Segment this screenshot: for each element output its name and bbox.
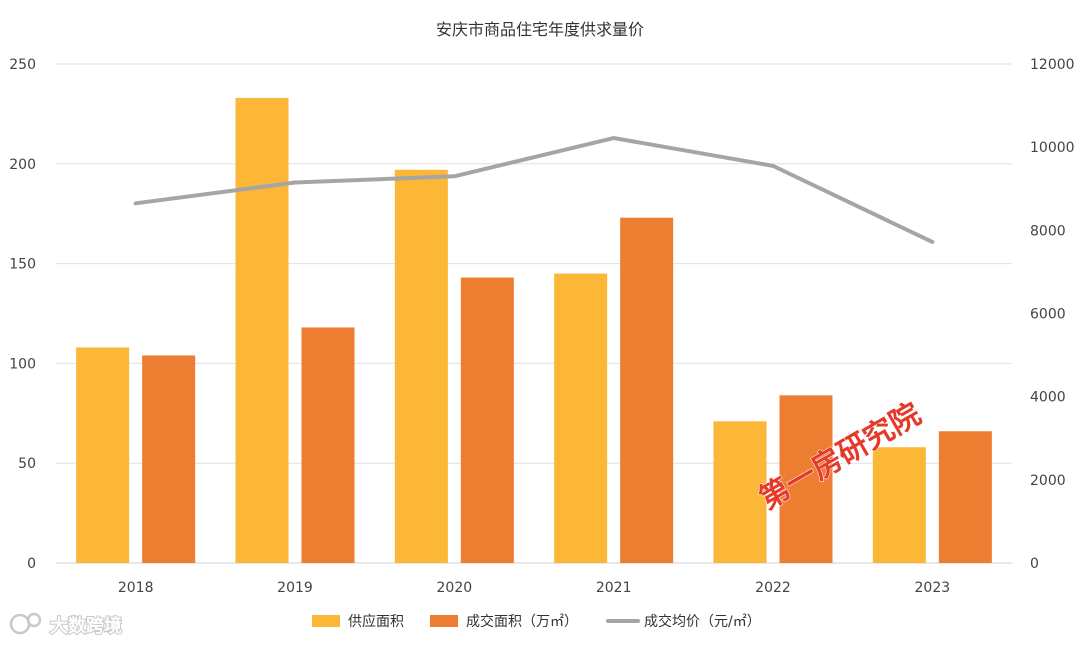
legend: 供应面积 成交面积（万㎡） 成交均价（元/㎡）	[312, 613, 761, 630]
y-right-tick-label: 6000	[1030, 307, 1066, 323]
bar-supply	[872, 447, 926, 563]
legend-label: 成交面积（万㎡）	[466, 613, 578, 630]
bar-supply	[713, 421, 767, 563]
bar-supply	[76, 347, 130, 563]
y-left-tick-label: 50	[18, 456, 36, 472]
x-axis: 2018 2019 2020 2021 2022 2023	[118, 580, 950, 596]
bar-transaction	[620, 217, 674, 563]
legend-swatch	[430, 615, 458, 627]
price-series-line	[133, 136, 935, 244]
y-right-tick-label: 4000	[1030, 390, 1066, 406]
y-axis-left: 0 50 100 150 200 250	[9, 57, 36, 572]
gridlines	[56, 63, 1012, 564]
x-tick-label: 2022	[755, 580, 791, 596]
bars	[76, 97, 992, 563]
y-left-tick-label: 250	[9, 57, 36, 73]
bar-supply	[235, 97, 289, 563]
logo: 大数跨境	[9, 612, 123, 638]
legend-label: 成交均价（元/㎡）	[644, 613, 761, 630]
y-axis-right: 0 2000 4000 6000 8000 10000 12000	[1030, 57, 1075, 572]
x-tick-label: 2023	[915, 580, 951, 596]
price-line	[133, 136, 935, 244]
y-left-tick-label: 0	[27, 556, 36, 572]
y-right-tick-label: 0	[1030, 556, 1039, 572]
bar-transaction	[301, 327, 355, 563]
y-right-tick-label: 12000	[1030, 57, 1075, 73]
logo-icon	[9, 612, 42, 635]
x-tick-label: 2020	[437, 580, 473, 596]
x-tick-label: 2019	[277, 580, 313, 596]
bar-transaction	[142, 355, 196, 563]
y-left-tick-label: 100	[9, 356, 36, 372]
y-left-tick-label: 200	[9, 157, 36, 173]
legend-swatch	[312, 615, 340, 627]
y-left-tick-label: 150	[9, 257, 36, 273]
chart-title: 安庆市商品住宅年度供求量价	[436, 20, 644, 39]
legend-label: 供应面积	[348, 613, 404, 630]
y-right-tick-label: 2000	[1030, 473, 1066, 489]
y-right-tick-label: 10000	[1030, 140, 1075, 156]
bar-transaction	[460, 277, 514, 563]
logo-text: 大数跨境	[50, 615, 122, 637]
bar-transaction	[938, 431, 992, 563]
bar-transaction	[779, 395, 833, 563]
x-tick-label: 2021	[596, 580, 632, 596]
bar-supply	[394, 169, 448, 563]
y-right-tick-label: 8000	[1030, 223, 1066, 239]
bar-supply	[554, 273, 608, 563]
x-tick-label: 2018	[118, 580, 154, 596]
